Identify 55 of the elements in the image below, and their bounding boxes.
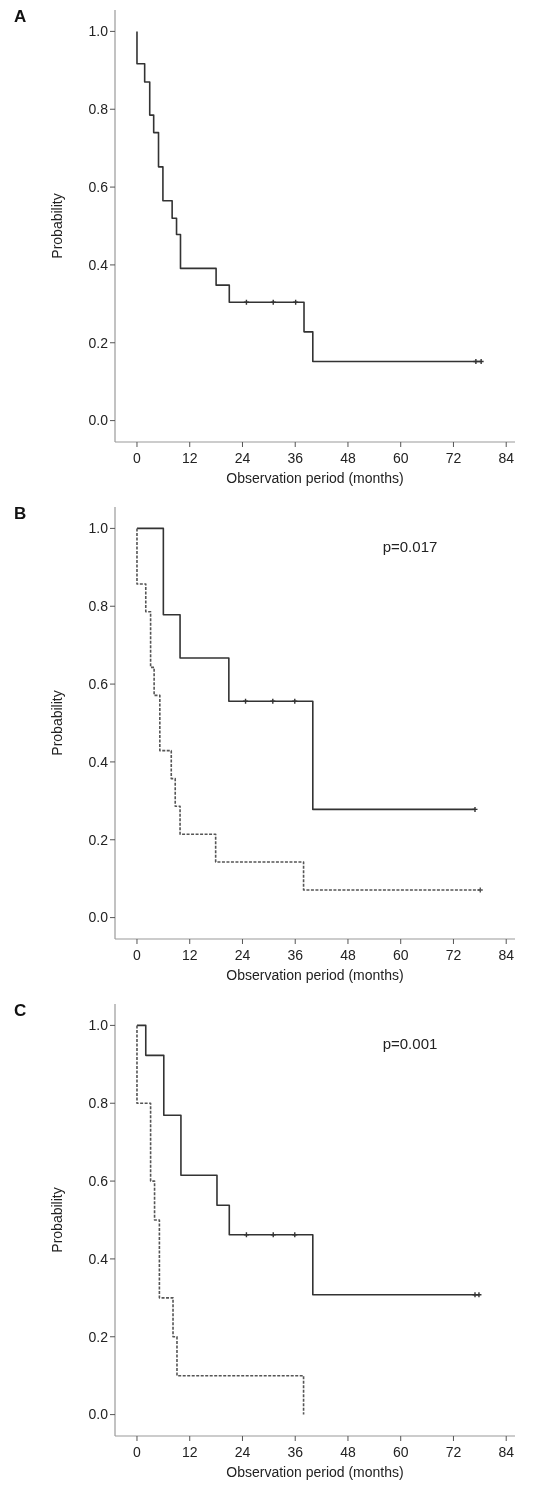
y-tick-label: 0.0 [88,1406,109,1423]
chart-title: C [14,1001,27,1020]
x-tick-label: 60 [392,450,409,466]
x-tick-label: 24 [234,1444,251,1460]
y-tick-label: 0.8 [88,598,109,615]
x-tick-label: 48 [340,450,356,466]
y-tick-label: 0.4 [88,753,109,770]
y-tick-label: 0.2 [88,334,109,351]
annotation: p=0.001 [382,1035,438,1052]
x-tick-label: 84 [498,450,515,466]
x-tick-label: 84 [498,947,515,963]
chart-title: B [14,504,27,523]
x-axis-title: Observation period (months) [226,967,404,983]
x-tick-label: 48 [340,947,356,963]
x-tick-label: 72 [445,947,462,963]
y-axis-title: Probability [49,1187,65,1253]
x-tick-label: 0 [133,450,142,466]
y-tick-label: 0.6 [88,1172,109,1189]
y-tick-label: 0.0 [88,909,109,926]
x-tick-label: 12 [181,947,198,963]
x-tick-label: 12 [181,1444,198,1460]
x-tick-label: 72 [445,1444,462,1460]
y-axis-title: Probability [49,690,65,756]
x-tick-label: 0 [133,947,142,963]
x-tick-label: 84 [498,1444,515,1460]
x-tick-label: 36 [287,947,304,963]
y-tick-label: 0.8 [88,1095,109,1112]
y-axis-title: Probability [49,193,65,259]
x-axis-title: Observation period (months) [226,1464,404,1480]
x-tick-label: 60 [392,947,409,963]
y-tick-label: 0.2 [88,831,109,848]
chart-title: A [14,7,27,26]
x-tick-label: 24 [234,450,251,466]
x-tick-label: 36 [287,450,304,466]
y-tick-label: 1.0 [88,1017,109,1034]
y-tick-label: 0.6 [88,178,109,195]
point [477,886,484,894]
y-tick-label: 0.6 [88,675,109,692]
annotation: p=0.017 [382,538,438,555]
y-tick-label: 1.0 [88,520,109,537]
y-tick-label: 0.0 [88,412,109,429]
x-tick-label: 72 [445,450,462,466]
point [269,698,276,705]
x-axis-title: Observation period (months) [226,470,404,486]
x-tick-label: 60 [392,1444,409,1460]
y-tick-label: 0.4 [88,256,109,273]
y-tick-label: 0.8 [88,101,109,118]
y-tick-label: 0.2 [88,1328,109,1345]
y-tick-label: 1.0 [88,23,109,40]
y-tick-label: 0.4 [88,1250,109,1267]
x-tick-label: 48 [340,1444,356,1460]
x-tick-label: 24 [234,947,251,963]
x-tick-label: 36 [287,1444,304,1460]
x-tick-label: 0 [133,1444,142,1460]
x-tick-label: 12 [181,450,198,466]
